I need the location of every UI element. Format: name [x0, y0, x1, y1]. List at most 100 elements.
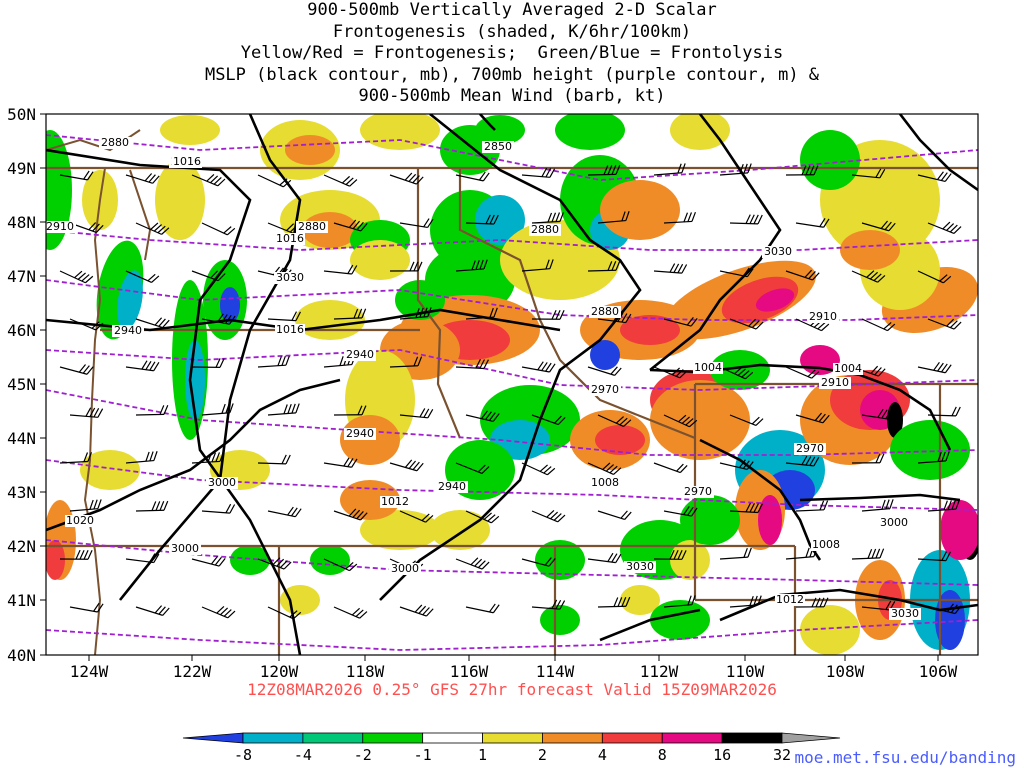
wind-barb — [795, 597, 829, 608]
wind-barb — [851, 453, 885, 464]
wind-barb — [323, 558, 358, 572]
contour-labels: 2880285029102880288028502910288029402910… — [46, 136, 921, 620]
height-label: 2910 — [821, 376, 849, 389]
lat-label: 42N — [7, 537, 36, 556]
shade-area — [310, 545, 350, 575]
wind-barb — [927, 406, 961, 417]
height-label: 2880 — [101, 136, 129, 149]
wind-barb — [201, 606, 236, 619]
wind-barb — [917, 361, 952, 374]
wind-barb — [69, 318, 104, 331]
wind-barb — [191, 270, 226, 282]
label-box — [344, 428, 376, 440]
lon-label: 110W — [726, 662, 765, 681]
wind-barb — [597, 414, 632, 427]
height-contour — [46, 229, 978, 251]
shade-area — [360, 114, 440, 150]
legend-swatch — [542, 732, 603, 744]
wind-barb — [597, 211, 630, 224]
wind-barb — [59, 270, 94, 284]
label-box — [380, 496, 410, 508]
wind-barb — [333, 606, 368, 619]
shade-area — [295, 300, 365, 340]
mslp-label: 1008 — [812, 538, 840, 551]
height-label: 2940 — [346, 427, 374, 440]
wind-barb — [587, 462, 622, 475]
mslp-label: 1016 — [276, 323, 304, 336]
wind-barb — [587, 165, 621, 176]
height-label: 2940 — [346, 348, 374, 361]
lon-label: 114W — [536, 662, 575, 681]
label-box — [99, 137, 131, 149]
height-label: 2850 — [484, 140, 512, 153]
wind-barb — [399, 408, 434, 419]
height-label: 2880 — [298, 220, 326, 233]
wind-barb — [861, 408, 896, 420]
wind-barb — [861, 499, 894, 512]
wind-barb — [135, 317, 170, 329]
lat-label: 44N — [7, 429, 36, 448]
legend-label: -2 — [354, 746, 372, 764]
lat-label: 47N — [7, 267, 36, 286]
legend-label: 32 — [773, 746, 791, 764]
wind-barb — [201, 403, 234, 416]
wind-barb — [125, 360, 160, 372]
label-box — [693, 362, 723, 374]
height-label: 3000 — [171, 542, 199, 555]
mslp-label: 1012 — [776, 593, 804, 606]
legend-swatch — [362, 732, 424, 744]
wind-barb — [465, 307, 498, 320]
shade-area — [46, 130, 72, 250]
label-box — [775, 594, 805, 606]
height-contour — [46, 619, 978, 651]
height-label: 3030 — [276, 271, 304, 284]
wind-barb — [851, 270, 886, 283]
lat-label: 41N — [7, 591, 36, 610]
height-contour — [46, 389, 978, 456]
label-box — [172, 156, 202, 168]
legend-label: 2 — [538, 746, 547, 764]
wind-barb — [135, 605, 170, 616]
legend-label: 8 — [658, 746, 667, 764]
wind-barb — [851, 548, 885, 560]
wind-barb — [267, 403, 300, 416]
label-box — [275, 324, 305, 336]
shade-area — [620, 315, 680, 345]
wind-barb — [125, 553, 160, 564]
wind-barb — [521, 462, 556, 476]
label-box — [389, 563, 421, 575]
legend-swatch — [242, 732, 304, 744]
shade-area — [710, 350, 770, 390]
legend-label: 1 — [478, 746, 487, 764]
mslp-contour — [46, 148, 302, 655]
color-legend: -8 -4 -2 -1 1 2 4 8 16 32 — [182, 732, 841, 764]
wind-barb — [927, 603, 962, 615]
site-link[interactable]: moe.met.fsu.edu/banding — [794, 748, 1016, 767]
height-label: 3030 — [764, 245, 792, 258]
height-label: 2880 — [591, 305, 619, 318]
wind-barb — [917, 171, 952, 182]
chart-title: 900-500mb Vertically Averaged 2-D Scalar… — [0, 0, 1024, 108]
lat-label: 48N — [7, 213, 36, 232]
wind-barb — [663, 211, 696, 224]
height-contour — [46, 134, 978, 181]
axis-labels: 50N 49N 48N 47N 46N 45N 44N 43N 42N 41N 40N 124W 122… — [7, 105, 958, 681]
shade-area — [80, 450, 140, 490]
height-label: 2910 — [809, 310, 837, 323]
wind-barb — [719, 163, 752, 176]
wind-barb — [389, 356, 423, 368]
wind-barb — [125, 270, 160, 284]
wind-barb — [521, 259, 554, 272]
wind-barb — [531, 414, 566, 426]
shade-area — [350, 240, 410, 280]
shade-area — [620, 585, 660, 615]
wind-barb — [125, 451, 158, 464]
title-line-1: 900-500mb Vertically Averaged 2-D Scalar — [307, 0, 717, 20]
label-box — [794, 443, 826, 455]
label-box — [624, 561, 656, 573]
shade-area — [800, 130, 860, 190]
axis-ticks — [40, 113, 939, 661]
shade-area — [758, 495, 782, 545]
shade-area — [680, 495, 740, 545]
wind-barb — [267, 311, 302, 322]
